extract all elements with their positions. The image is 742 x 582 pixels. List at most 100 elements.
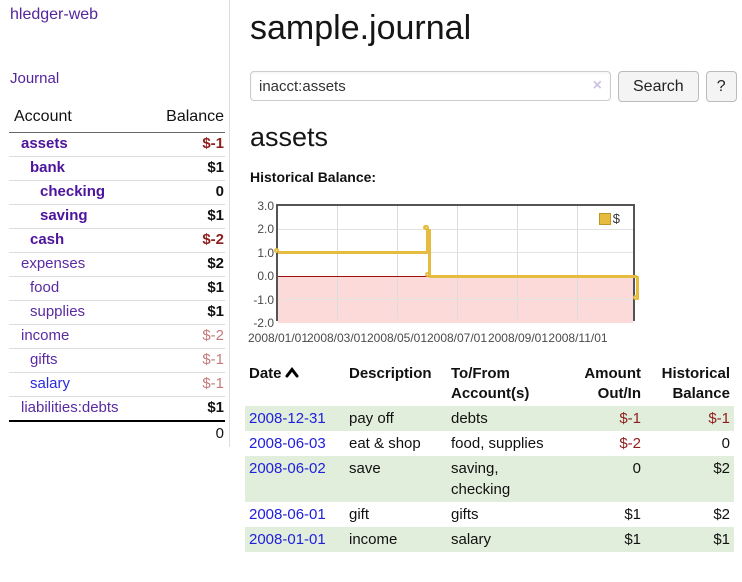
- data-point: [273, 248, 279, 254]
- legend-label: $: [612, 211, 620, 226]
- account-link[interactable]: food: [30, 279, 60, 296]
- x-tick-label: 2008/07/01: [426, 331, 488, 345]
- grid-line-v: [336, 206, 338, 319]
- transaction-accounts: debts: [451, 410, 488, 427]
- account-link[interactable]: saving: [40, 207, 88, 224]
- x-tick-label: 2008/01/01: [247, 331, 309, 345]
- transaction-amount: $1: [624, 531, 641, 548]
- nav-journal-link[interactable]: Journal: [10, 70, 60, 87]
- x-tick-label: 2008/11/01: [548, 331, 608, 345]
- transaction-amount: $1: [624, 506, 641, 523]
- account-link[interactable]: cash: [30, 231, 65, 248]
- data-segment: [429, 274, 637, 278]
- data-segment: [635, 276, 639, 300]
- total-balance: 0: [9, 420, 225, 446]
- transaction-accounts: saving, checking: [451, 460, 511, 498]
- account-row: food $1: [9, 276, 225, 301]
- plot-area: $: [273, 204, 639, 323]
- grid-line-v: [456, 206, 458, 319]
- account-link[interactable]: bank: [30, 159, 66, 176]
- balance-value: $-1: [145, 372, 225, 397]
- transaction-date-link[interactable]: 2008-06-03: [249, 435, 326, 452]
- balance-value: $2: [145, 252, 225, 277]
- balance-value: $1: [145, 300, 225, 325]
- transaction-row: 2008-01-01 income salary $1 $1: [245, 527, 734, 552]
- register-table: Date Description To/From Account(s) Amou…: [245, 362, 734, 552]
- transaction-description: eat & shop: [349, 435, 421, 452]
- transaction-date-link[interactable]: 2008-06-02: [249, 460, 326, 477]
- register-header-row: Date Description To/From Account(s) Amou…: [245, 362, 734, 406]
- y-tick-label: 1.0: [257, 245, 274, 260]
- transaction-accounts: gifts: [451, 506, 479, 523]
- grid-line-v: [517, 206, 519, 319]
- data-segment: [278, 251, 428, 255]
- grid-line-h: [278, 299, 633, 301]
- account-row: cash $-2: [9, 228, 225, 253]
- transaction-date-link[interactable]: 2008-06-01: [249, 506, 326, 523]
- chart-legend: $: [598, 211, 620, 226]
- account-link[interactable]: assets: [21, 135, 68, 152]
- search-button[interactable]: Search: [618, 71, 699, 102]
- main-content: sample.journal × Search ? assets Histori…: [245, 0, 742, 582]
- transaction-balance: $2: [713, 506, 730, 523]
- transaction-date-link[interactable]: 2008-01-01: [249, 531, 326, 548]
- column-date-label: Date: [249, 365, 282, 382]
- grid-line-h: [278, 252, 633, 254]
- y-tick-label: -2.0: [253, 316, 274, 330]
- transaction-balance: $-1: [708, 410, 730, 427]
- transaction-description: gift: [349, 506, 370, 523]
- transaction-accounts: food, supplies: [451, 435, 544, 452]
- grid-line-h: [278, 228, 633, 230]
- x-tick-label: 2008/03/01: [306, 331, 368, 345]
- account-row: checking 0: [9, 180, 225, 205]
- search-input[interactable]: [250, 71, 611, 101]
- balance-value: $1: [145, 204, 225, 229]
- transaction-row: 2008-12-31 pay off debts $-1 $-1: [245, 406, 734, 431]
- chart-title: Historical Balance:: [250, 169, 377, 185]
- account-row: supplies $1: [9, 300, 225, 325]
- account-row: gifts $-1: [9, 348, 225, 373]
- account-link[interactable]: income: [21, 327, 70, 344]
- account-row: bank $1: [9, 156, 225, 181]
- balance-value: $-2: [145, 228, 225, 253]
- balance-value: $-1: [145, 348, 225, 373]
- transaction-accounts: salary: [451, 531, 492, 548]
- account-link[interactable]: checking: [40, 183, 106, 200]
- account-link[interactable]: gifts: [30, 351, 58, 368]
- balance-value: $1: [145, 396, 225, 421]
- transaction-description: save: [349, 460, 381, 477]
- column-date[interactable]: Date: [245, 362, 345, 406]
- x-tick-label: 2008/09/01: [487, 331, 549, 345]
- balance-value: $1: [145, 156, 225, 181]
- transaction-amount: $-1: [619, 410, 641, 427]
- y-tick-label: -1.0: [253, 292, 274, 307]
- grid-line-v: [396, 206, 398, 319]
- account-link[interactable]: expenses: [21, 255, 86, 272]
- sort-ascending-icon: [285, 367, 299, 378]
- transaction-row: 2008-06-01 gift gifts $1 $2: [245, 502, 734, 527]
- brand-link[interactable]: hledger-web: [10, 6, 99, 23]
- account-link[interactable]: salary: [30, 375, 71, 392]
- account-row: salary $-1: [9, 372, 225, 397]
- y-axis: 3.0 2.0 1.0 0.0 -1.0 -2.0: [250, 199, 274, 334]
- clear-search-icon[interactable]: ×: [592, 77, 602, 94]
- transaction-balance: $2: [713, 460, 730, 477]
- column-historical-balance: Historical Balance: [661, 365, 730, 402]
- help-button[interactable]: ?: [705, 71, 737, 102]
- account-heading: assets: [250, 122, 329, 152]
- account-column-header: Account: [9, 106, 146, 133]
- transaction-description: pay off: [349, 410, 394, 427]
- transaction-amount: 0: [632, 460, 641, 477]
- data-point: [632, 295, 638, 301]
- account-table: Account Balance assets $-1 bank $1 check…: [9, 106, 225, 446]
- column-tofrom-accounts: To/From Account(s): [451, 365, 530, 402]
- balance-value: 0: [145, 180, 225, 205]
- transaction-date-link[interactable]: 2008-12-31: [249, 410, 326, 427]
- account-link[interactable]: supplies: [30, 303, 86, 320]
- x-tick-label: 2008/05/01: [366, 331, 428, 345]
- account-link[interactable]: liabilities:debts: [21, 399, 119, 416]
- account-row: assets $-1: [9, 133, 225, 157]
- y-tick-label: 2.0: [257, 222, 274, 237]
- account-row: income $-2: [9, 324, 225, 349]
- account-row: saving $1: [9, 204, 225, 229]
